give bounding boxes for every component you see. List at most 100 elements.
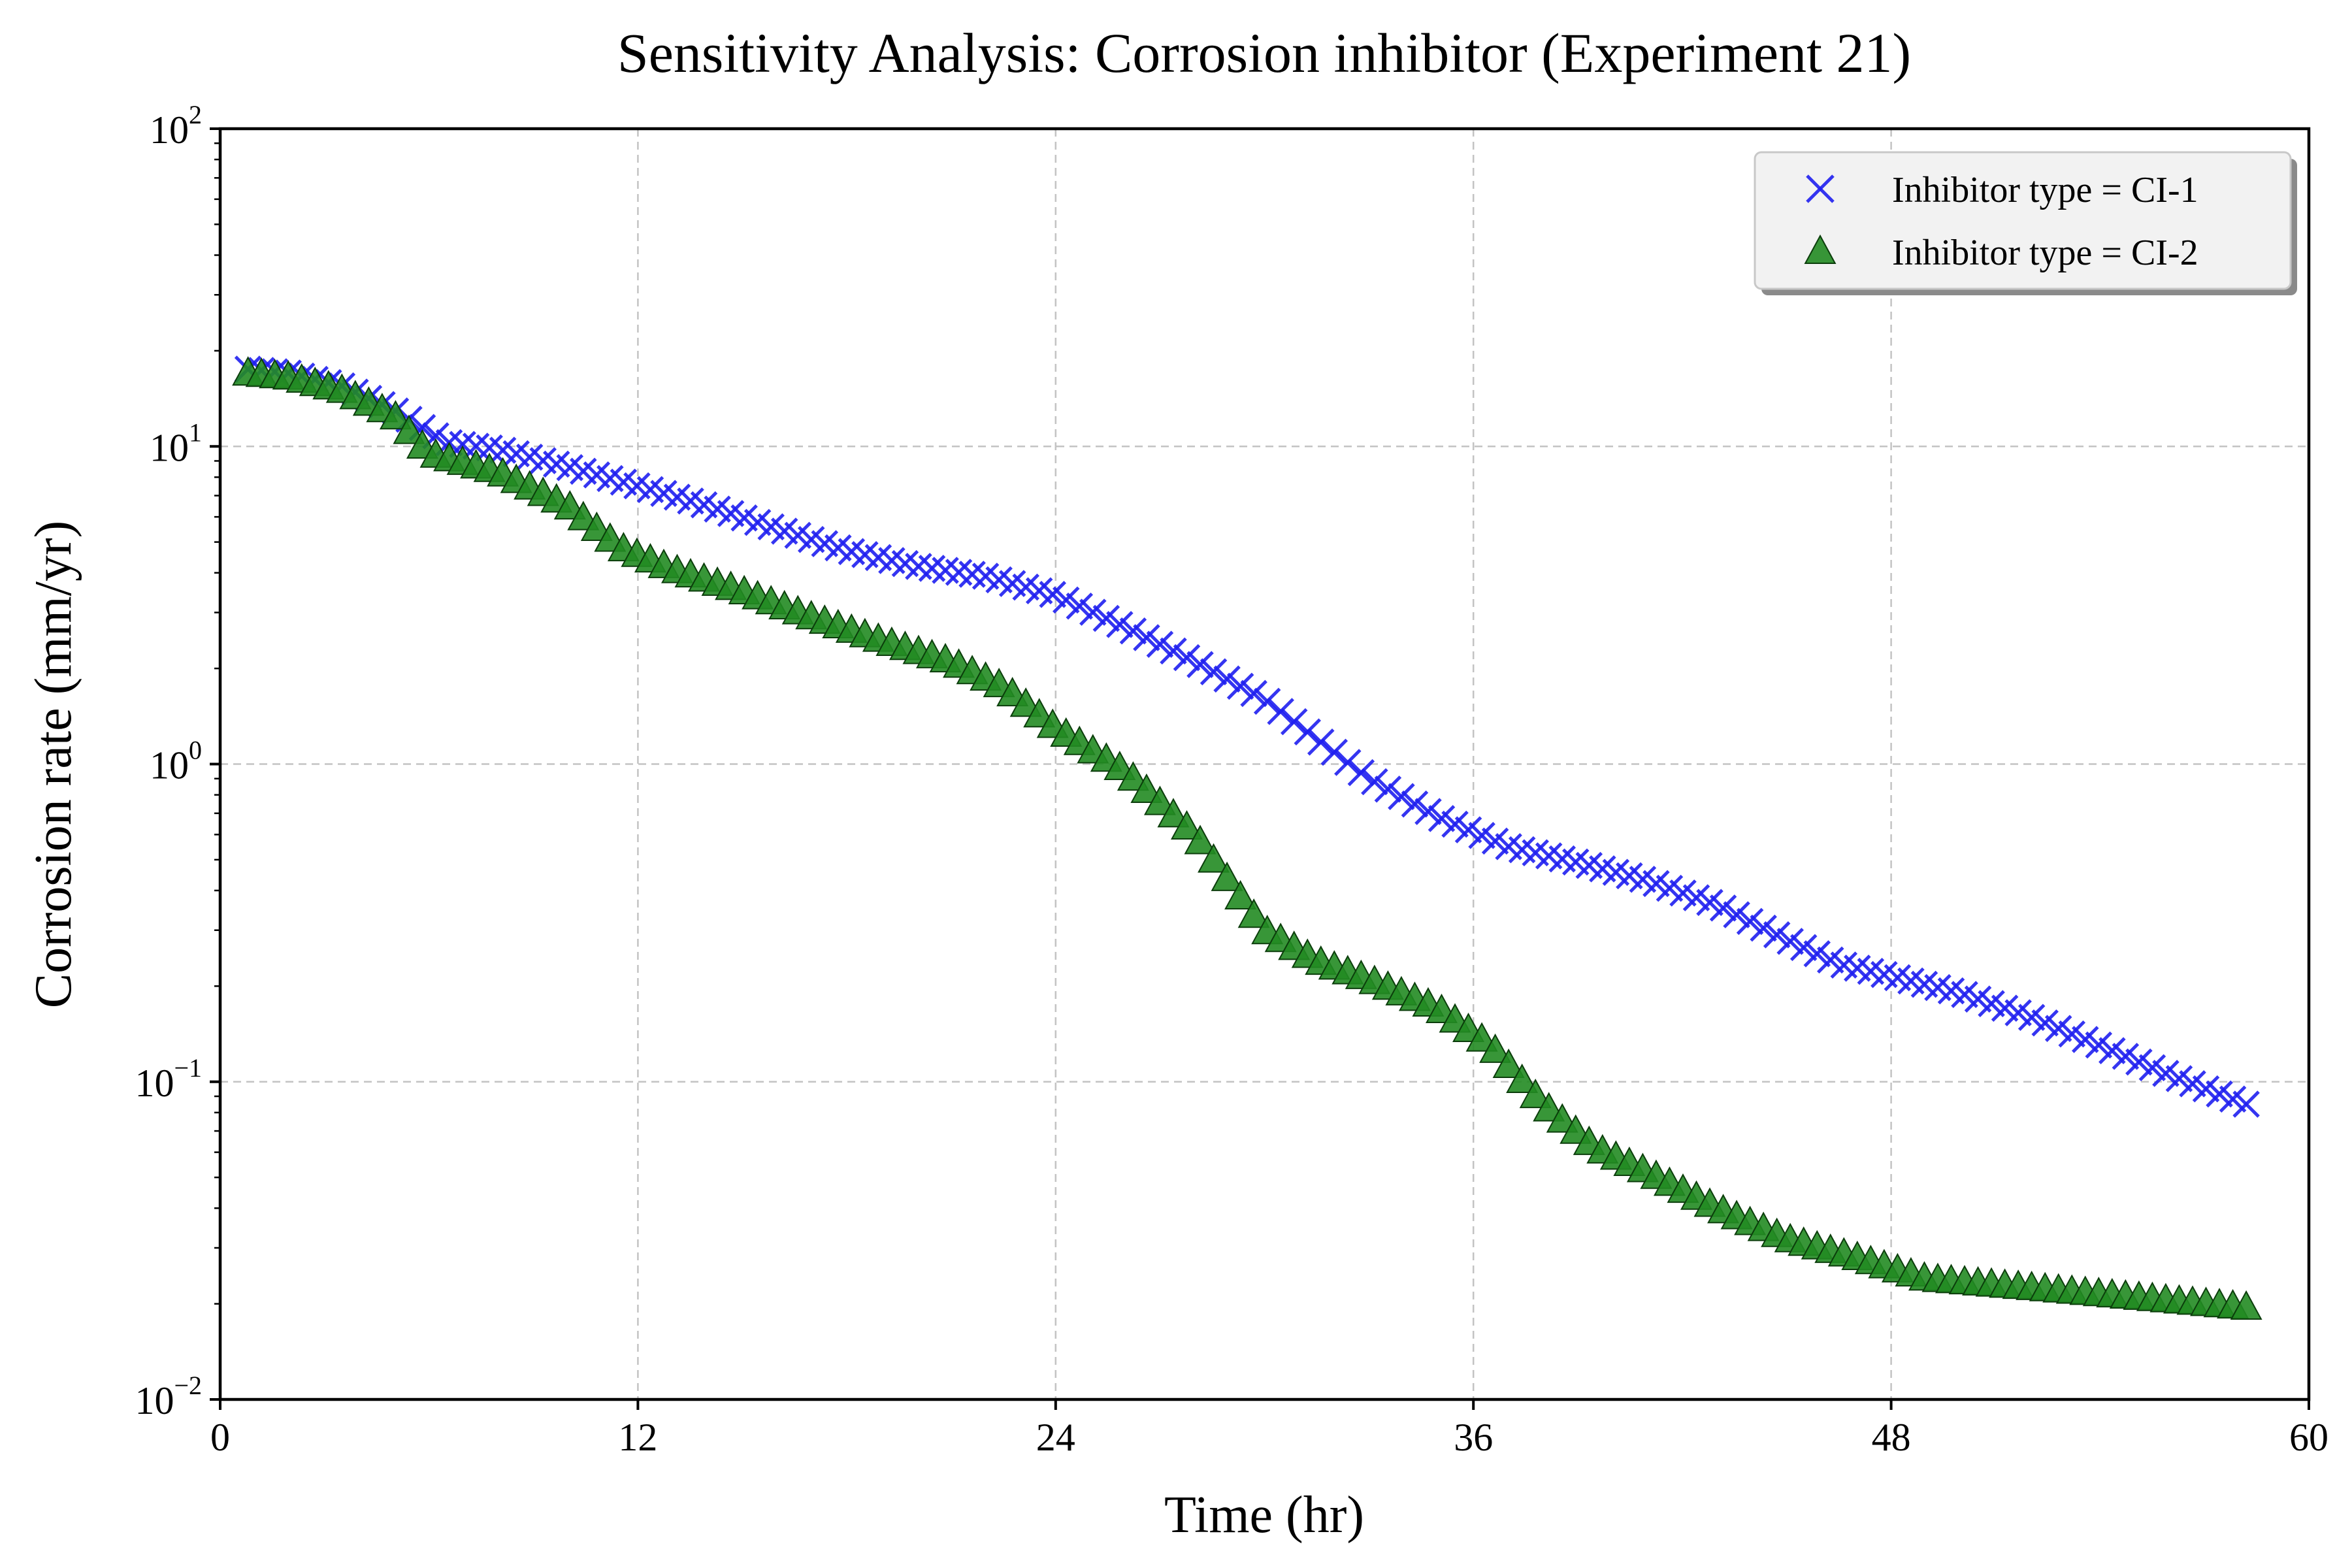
data-point bbox=[1280, 708, 1308, 736]
x-tick-label: 12 bbox=[618, 1416, 657, 1459]
legend-label: Inhibitor type = CI-1 bbox=[1892, 170, 2198, 210]
data-point bbox=[1198, 843, 1230, 873]
data-point bbox=[2099, 1037, 2126, 1064]
grid-lines bbox=[220, 129, 2309, 1399]
data-point bbox=[1506, 1063, 1539, 1094]
data-point bbox=[393, 414, 425, 444]
data-point bbox=[379, 400, 412, 430]
data-point bbox=[2112, 1043, 2140, 1070]
data-point bbox=[1803, 940, 1831, 968]
data-point bbox=[1157, 798, 1190, 828]
data-point bbox=[1039, 581, 1066, 608]
data-point bbox=[1052, 586, 1080, 614]
data-point bbox=[1334, 749, 1362, 776]
data-point bbox=[1347, 759, 1375, 787]
y-axis-label: Corrosion rate (mm/yr) bbox=[25, 521, 82, 1008]
data-point bbox=[1533, 1092, 1565, 1122]
y-tick-label: 102 bbox=[150, 100, 202, 152]
data-point bbox=[1106, 611, 1134, 638]
data-point bbox=[1171, 809, 1203, 840]
data-point bbox=[1776, 928, 1804, 955]
data-point bbox=[1226, 672, 1254, 700]
data-point bbox=[1723, 901, 1750, 928]
data-point bbox=[1481, 827, 1509, 855]
data-point bbox=[1492, 1048, 1525, 1078]
data-point bbox=[1709, 894, 1737, 922]
data-point bbox=[1237, 898, 1270, 928]
data-point bbox=[2230, 1290, 2262, 1320]
data-point bbox=[1211, 861, 1243, 891]
data-point bbox=[1789, 934, 1818, 962]
data-point bbox=[1696, 889, 1723, 917]
data-point bbox=[2125, 1048, 2153, 1076]
data-point bbox=[1143, 785, 1176, 815]
data-point bbox=[2031, 1009, 2059, 1037]
data-point bbox=[1117, 761, 1149, 791]
data-point bbox=[1361, 768, 1388, 796]
data-point bbox=[1560, 1114, 1592, 1144]
data-point bbox=[2058, 1020, 2086, 1048]
data-point bbox=[1186, 651, 1214, 678]
data-point bbox=[1253, 687, 1281, 715]
data-point bbox=[1401, 790, 1429, 818]
data-point bbox=[1133, 624, 1160, 651]
data-point bbox=[1441, 810, 1469, 838]
data-point bbox=[1428, 805, 1456, 832]
legend-marker-x bbox=[1806, 174, 1835, 203]
data-point bbox=[1066, 592, 1094, 620]
data-point bbox=[1763, 921, 1791, 949]
data-point bbox=[1173, 644, 1201, 672]
data-point bbox=[1160, 637, 1187, 665]
data-point bbox=[1414, 798, 1442, 825]
data-point bbox=[1479, 1033, 1512, 1063]
data-point bbox=[1519, 1078, 1552, 1109]
chart-title: Sensitivity Analysis: Corrosion inhibito… bbox=[617, 22, 1911, 84]
legend-marker-triangle bbox=[1804, 234, 1837, 264]
x-tick-label: 24 bbox=[1036, 1416, 1075, 1459]
data-point bbox=[1240, 679, 1267, 708]
data-point bbox=[1294, 718, 1321, 745]
data-point bbox=[1184, 825, 1217, 855]
legend-box bbox=[1754, 151, 2292, 290]
y-tick-label: 101 bbox=[150, 417, 202, 469]
x-axis-label: Time (hr) bbox=[1164, 1486, 1364, 1544]
data-point bbox=[1119, 617, 1147, 645]
data-point bbox=[1267, 698, 1294, 725]
data-point bbox=[1092, 604, 1120, 632]
data-point bbox=[1200, 658, 1228, 686]
series-layer bbox=[232, 355, 2262, 1320]
data-point bbox=[1465, 1022, 1498, 1052]
y-axis-ticks: 10−2 10−1 100 101 102 bbox=[135, 100, 220, 1422]
data-point bbox=[2138, 1054, 2166, 1082]
data-point bbox=[1079, 598, 1107, 626]
y-tick-label: 100 bbox=[150, 736, 202, 787]
data-point bbox=[1454, 816, 1482, 843]
data-point bbox=[1468, 821, 1495, 849]
data-point bbox=[1750, 914, 1777, 942]
data-point bbox=[1320, 738, 1348, 766]
legend: Inhibitor type = CI-1 Inhibitor type = CI… bbox=[1754, 151, 2297, 295]
data-point bbox=[1388, 783, 1415, 811]
data-point bbox=[1374, 776, 1402, 803]
data-point bbox=[1736, 907, 1764, 936]
data-point bbox=[1224, 879, 1257, 910]
data-point bbox=[1213, 665, 1241, 693]
legend-label: Inhibitor type = CI-2 bbox=[1892, 233, 2198, 273]
data-point bbox=[1146, 630, 1174, 658]
data-point bbox=[1307, 728, 1335, 756]
x-axis-ticks: 0 12 24 36 48 60 bbox=[210, 1399, 2328, 1459]
data-point bbox=[2044, 1015, 2072, 1042]
data-point bbox=[2072, 1026, 2099, 1053]
data-point bbox=[2085, 1031, 2113, 1059]
x-tick-label: 48 bbox=[1872, 1416, 1911, 1459]
series-2 bbox=[232, 356, 2262, 1320]
data-point bbox=[2232, 1090, 2260, 1118]
y-tick-label: 10−1 bbox=[135, 1053, 202, 1105]
data-point bbox=[1546, 1103, 1578, 1133]
x-tick-label: 0 bbox=[210, 1416, 230, 1459]
y-tick-label: 10−2 bbox=[135, 1371, 202, 1422]
x-tick-label: 36 bbox=[1454, 1416, 1493, 1459]
data-point bbox=[1130, 773, 1163, 803]
x-tick-label: 60 bbox=[2289, 1416, 2328, 1459]
